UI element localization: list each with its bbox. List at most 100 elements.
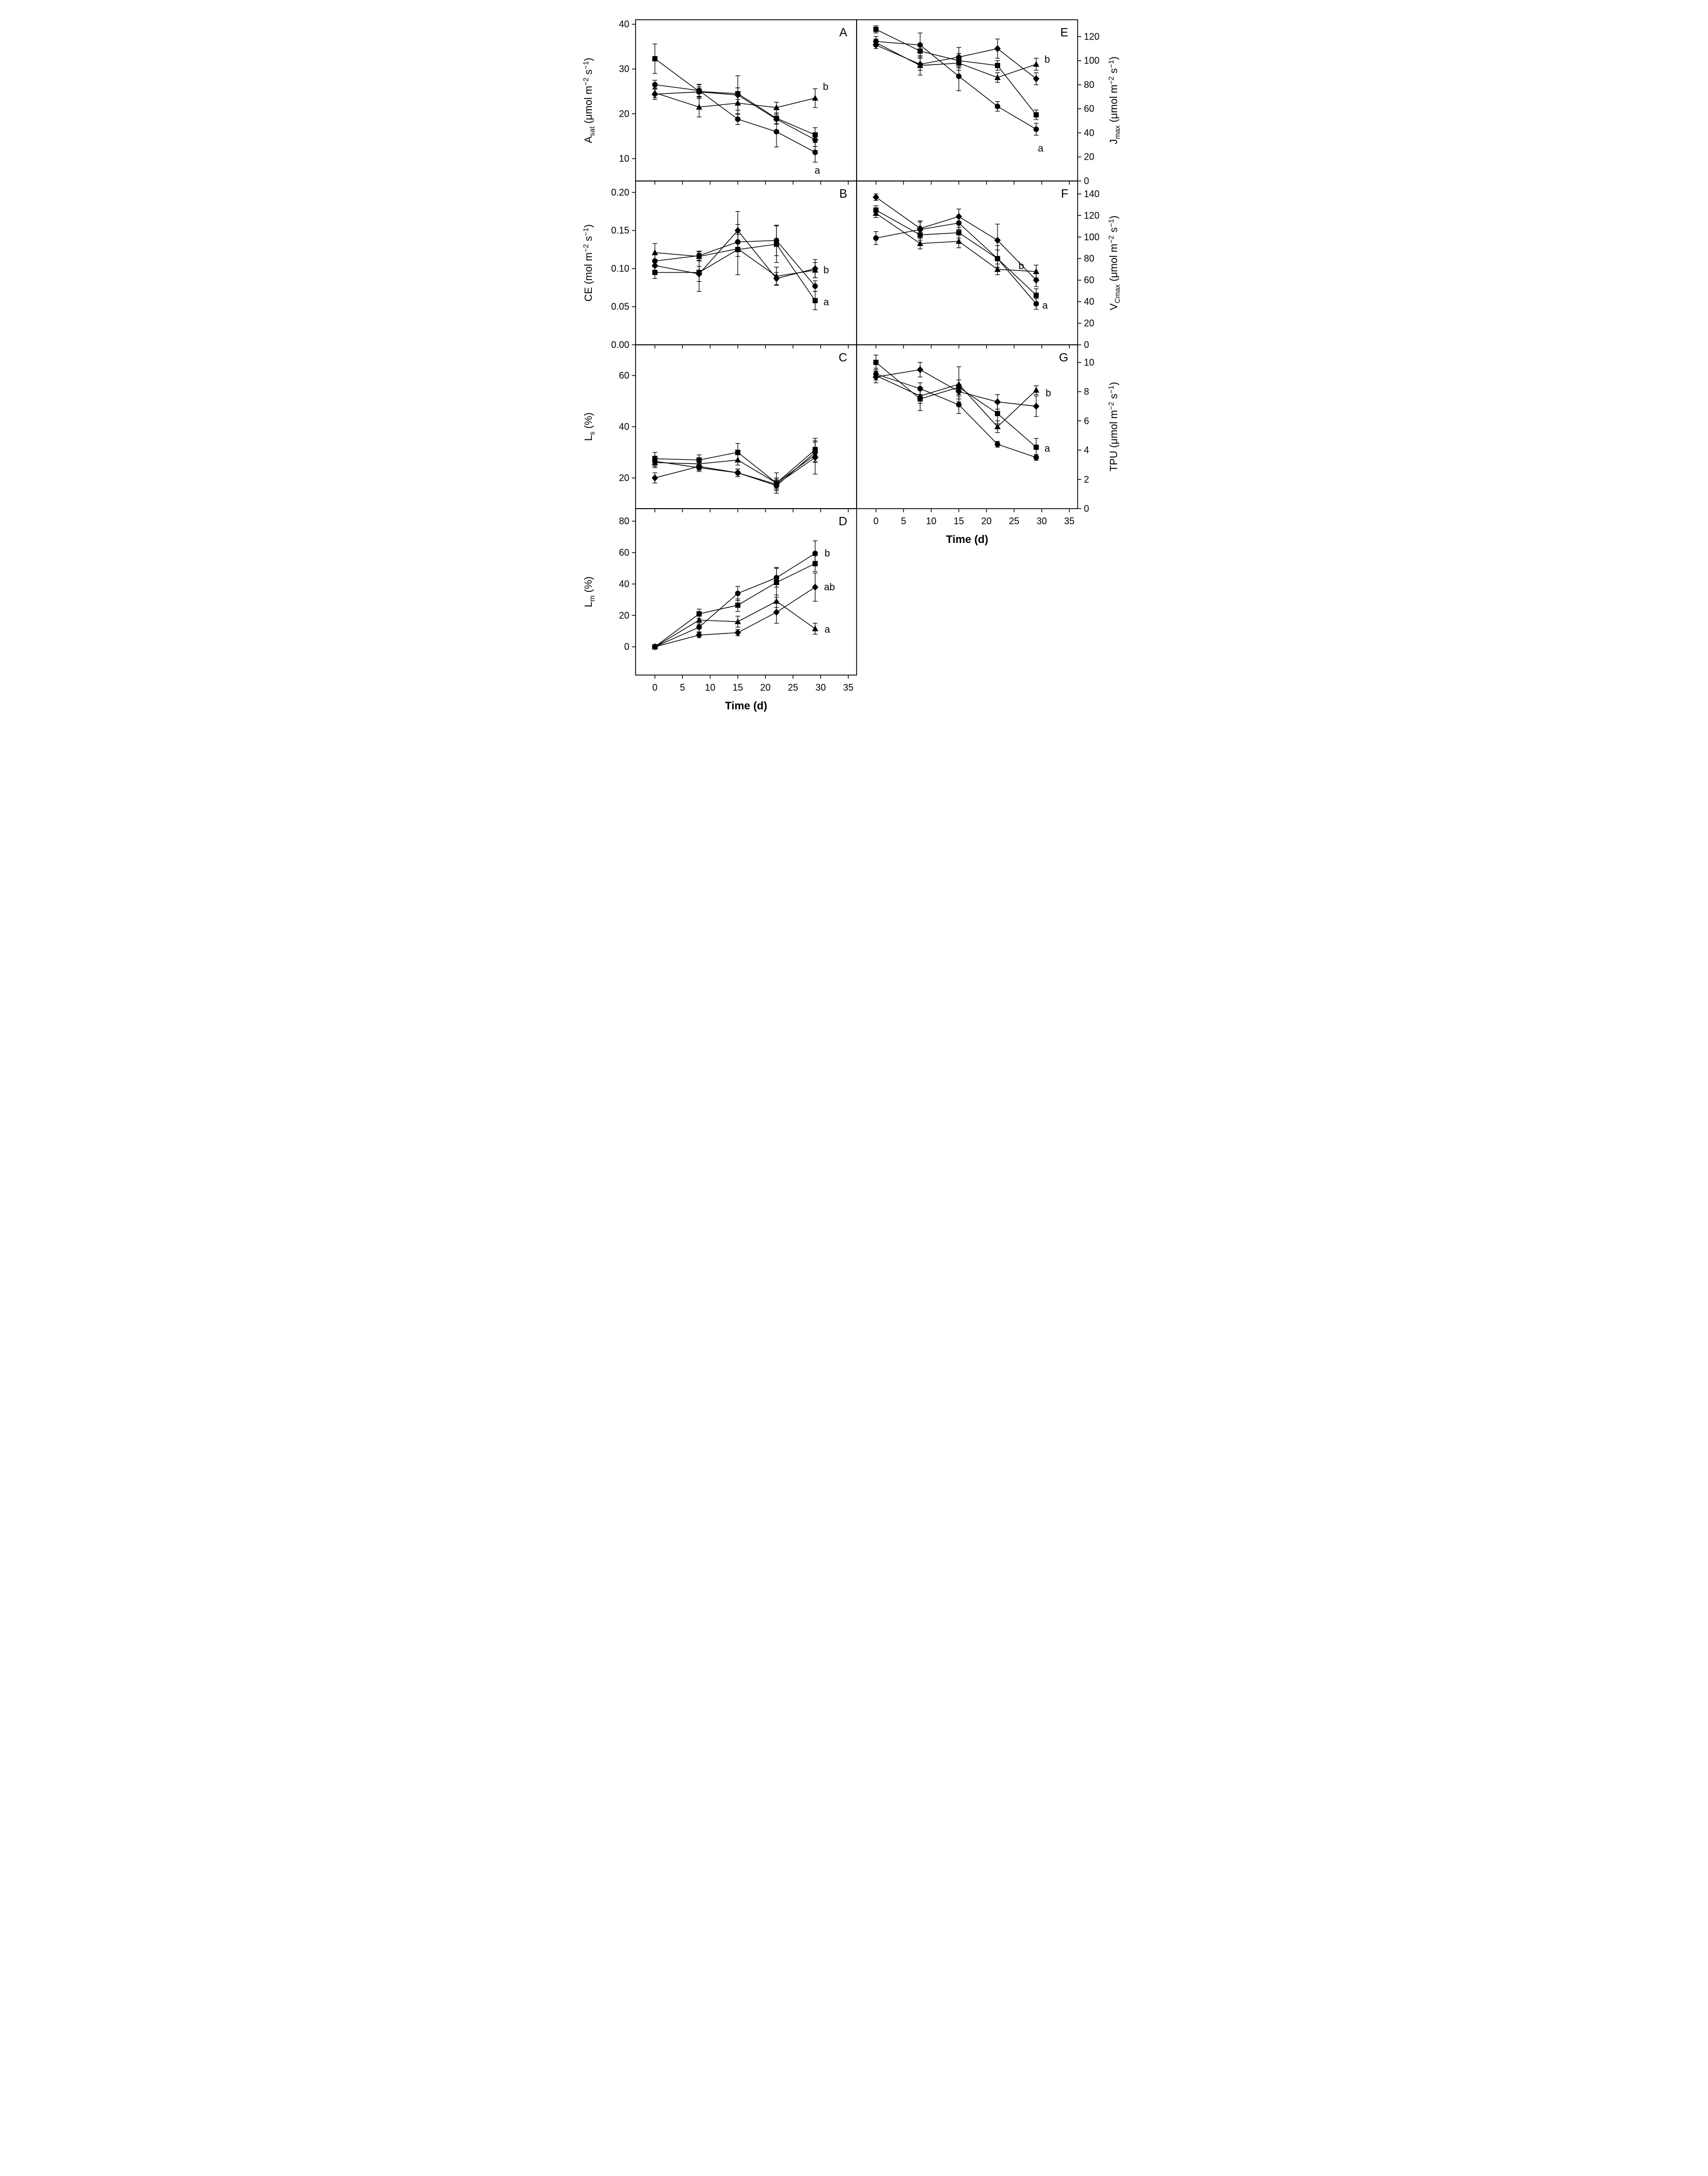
panel-E-series-square [873,25,1039,120]
y-tick-label: 4 [1084,445,1089,456]
annotation-a: a [814,165,820,176]
y-tick-label: 60 [619,370,629,381]
marker-square [696,611,702,617]
marker-diamond [695,462,703,470]
marker-circle [735,116,741,122]
y-tick-label: 0.00 [611,340,629,350]
y-tick-label: 0 [1084,176,1089,186]
series-line [655,452,816,486]
y-tick-label: 80 [1084,253,1094,264]
marker-diamond [651,643,658,651]
series-line [875,213,1037,272]
x-tick-label: 10 [926,516,936,526]
marker-circle [994,441,1001,447]
marker-square [812,298,818,304]
panel-A-series-diamond [651,75,819,147]
marker-diamond [773,275,780,282]
panel-F-series-square [873,205,1039,302]
y-tick-label: 0.15 [611,225,629,236]
marker-circle [812,283,818,289]
annotation-ab: ab [824,582,835,593]
y-axis-title-B: CE (mol m−2 s−1) [581,224,594,302]
x-tick-label: 5 [901,516,906,526]
series-line [655,449,816,484]
y-axis-title-E: Jmax (μmol m−2 s−1) [1107,57,1121,145]
y-tick-label: 8 [1084,386,1089,397]
series-line [876,41,1037,130]
series-line [875,375,1037,428]
panel-frame [635,508,857,676]
marker-diamond [1033,75,1040,83]
marker-triangle [955,238,962,244]
panel-B-series-square [652,224,818,310]
marker-triangle [812,95,819,101]
marker-diamond [1033,276,1040,284]
marker-circle [956,73,962,80]
annotation-b: b [824,548,830,559]
marker-diamond [955,388,962,395]
marker-triangle [994,74,1001,80]
x-tick-label: 35 [843,682,853,693]
y-tick-label: 10 [1084,357,1094,368]
x-tick-label: 10 [705,682,715,693]
panel-frame [635,344,857,509]
x-tick-label: 20 [981,516,992,526]
y-tick-label: 0 [1084,503,1089,514]
marker-square [652,56,658,61]
x-tick-label: 15 [954,516,964,526]
y-tick-label: 20 [619,610,629,620]
marker-diamond [734,227,741,235]
y-axis-title-D: Lm (%) [583,576,596,607]
y-tick-label: 100 [1084,232,1099,242]
marker-diamond [916,60,924,68]
y-tick-label: 20 [1084,152,1094,162]
marker-circle [917,42,923,48]
x-tick-label: 0 [873,516,878,526]
marker-square [956,230,962,236]
y-axis-title-C: Ls (%) [583,412,596,441]
panel-frame [635,180,857,345]
panel-A-series-circle [652,80,818,163]
marker-diamond [734,91,741,99]
panel-E-series-circle [873,32,1039,136]
panel-frame [856,19,1078,182]
y-tick-label: 40 [619,579,629,589]
marker-diamond [916,366,924,373]
marker-triangle [652,249,658,255]
y-tick-label: 0.05 [611,302,629,312]
panel-C: 20 40 60 Ls (%) C [583,344,857,512]
panel-frame [856,180,1078,345]
marker-triangle [1033,268,1040,274]
x-tick-label: 25 [1009,516,1019,526]
y-tick-label: 120 [1084,210,1099,221]
annotation-b: b [1044,54,1050,65]
y-axis-title-F: VCmax (μmol m−2 s−1) [1107,215,1121,310]
panel-G-series-square [873,355,1039,457]
marker-diamond [955,53,962,61]
marker-triangle [696,616,703,623]
x-tick-label: 30 [816,682,826,693]
y-tick-label: 30 [619,64,629,74]
marker-triangle [812,625,819,631]
x-axis-title-D: Time (d) [725,700,767,712]
marker-diamond [734,629,741,637]
marker-square [994,62,1000,68]
panel-letter-G: G [1059,351,1068,364]
marker-square [652,269,658,275]
y-tick-label: 60 [1084,103,1094,114]
panel-D-series-diamond [651,573,819,651]
y-tick-label: 120 [1084,31,1099,42]
series-line [655,91,816,140]
marker-circle [1033,126,1039,132]
marker-circle [812,149,818,156]
x-tick-label: 20 [760,682,771,693]
marker-triangle [734,457,741,463]
marker-circle [812,550,818,556]
y-tick-label: 6 [1084,416,1089,426]
marker-diamond [812,265,819,273]
y-tick-label: 60 [1084,275,1094,286]
y-tick-label: 40 [619,19,629,30]
marker-circle [735,590,741,597]
y-tick-label: 20 [619,109,629,119]
